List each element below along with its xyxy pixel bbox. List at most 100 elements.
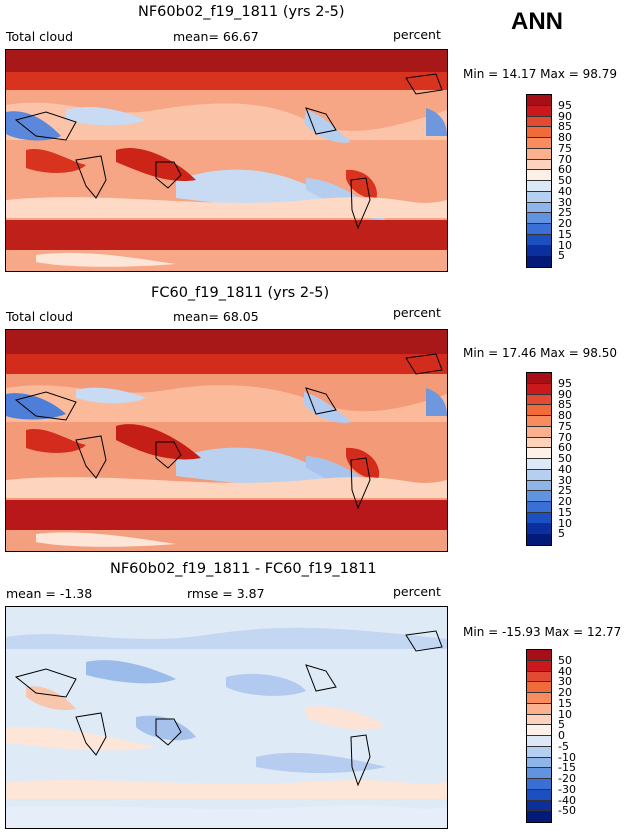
colorbar-tick-label: 20	[558, 495, 572, 508]
colorbar-tick-label: -10	[558, 750, 576, 764]
panel1-variable: Total cloud	[6, 29, 74, 44]
panel1-colorbar	[526, 94, 552, 268]
colorbar-tick-label: 40	[558, 664, 572, 678]
colorbar-swatch	[527, 416, 551, 427]
colorbar-swatch	[527, 138, 551, 149]
colorbar-tick-label: 90	[558, 387, 572, 401]
colorbar-tick-label: 30	[558, 473, 572, 487]
panel3-rmse: rmse = 3.87	[187, 586, 265, 601]
colorbar-swatch	[527, 757, 551, 769]
colorbar-tick-label: -15	[558, 761, 576, 775]
colorbar-swatch	[527, 213, 551, 224]
colorbar-tick-label: 30	[558, 675, 572, 689]
panel1-units: percent	[393, 27, 441, 42]
colorbar-tick-label: 5	[558, 249, 565, 263]
colorbar-tick-label: 70	[558, 152, 572, 166]
colorbar-tick-label: 50	[558, 452, 572, 465]
colorbar-swatch	[527, 394, 551, 406]
colorbar-swatch	[527, 181, 551, 192]
colorbar-swatch	[527, 800, 551, 812]
colorbar-swatch	[527, 746, 551, 758]
colorbar-swatch	[527, 660, 551, 672]
panel3-colorbar	[526, 649, 552, 823]
season-label: ANN	[511, 8, 563, 35]
colorbar-swatch	[527, 245, 551, 257]
colorbar-tick-label: 25	[558, 484, 572, 498]
colorbar-swatch	[527, 512, 551, 524]
colorbar-tick-label: -5	[558, 739, 569, 753]
panel3-mean: mean = -1.38	[6, 586, 93, 601]
colorbar-swatch	[527, 405, 551, 416]
panel2-colorbar	[526, 372, 552, 546]
colorbar-swatch	[527, 191, 551, 203]
colorbar-swatch	[527, 383, 551, 395]
colorbar-tick-label: 95	[558, 98, 572, 112]
colorbar-tick-label: -20	[558, 772, 576, 785]
colorbar-swatch	[527, 789, 551, 801]
colorbar-tick-label: -30	[558, 782, 576, 796]
colorbar-tick-label: 0	[558, 729, 565, 742]
colorbar-swatch	[527, 202, 551, 214]
colorbar-tick-label: 75	[558, 141, 572, 155]
colorbar-tick-label: 95	[558, 376, 572, 390]
panel3-units: percent	[393, 584, 441, 599]
colorbar-swatch	[527, 714, 551, 726]
colorbar-swatch	[527, 693, 551, 704]
colorbar-swatch	[527, 148, 551, 160]
colorbar-tick-label: 5	[558, 718, 565, 732]
colorbar-tick-label: 10	[558, 707, 572, 721]
colorbar-tick-label: 20	[558, 686, 572, 699]
colorbar-swatch	[527, 170, 551, 181]
colorbar-tick-label: 70	[558, 430, 572, 444]
colorbar-swatch	[527, 480, 551, 492]
colorbar-swatch	[527, 811, 551, 822]
panel2-min-max: Min = 17.46 Max = 98.50	[463, 346, 617, 360]
colorbar-swatch	[527, 703, 551, 715]
colorbar-swatch	[527, 116, 551, 128]
colorbar-swatch	[527, 127, 551, 138]
colorbar-tick-label: 40	[558, 184, 572, 198]
colorbar-swatch	[527, 502, 551, 513]
colorbar-tick-label: 40	[558, 462, 572, 476]
colorbar-tick-label: 10	[558, 238, 572, 252]
colorbar-tick-label: -50	[558, 804, 576, 818]
panel2-units: percent	[393, 305, 441, 320]
colorbar-tick-label: 15	[558, 696, 572, 710]
panel2-mean: mean= 68.05	[173, 309, 259, 324]
colorbar-swatch	[527, 491, 551, 502]
panel3-map	[5, 606, 448, 829]
colorbar-tick-label: 20	[558, 217, 572, 230]
colorbar-swatch	[527, 448, 551, 459]
colorbar-swatch	[527, 95, 551, 106]
colorbar-tick-label: 90	[558, 109, 572, 123]
colorbar-swatch	[527, 671, 551, 683]
colorbar-swatch	[527, 523, 551, 535]
colorbar-tick-label: 60	[558, 163, 572, 177]
panel3-title: NF60b02_f19_1811 - FC60_f19_1811	[110, 561, 377, 577]
colorbar-swatch	[527, 534, 551, 545]
panel3-min-max: Min = -15.93 Max = 12.77	[463, 625, 622, 639]
colorbar-swatch	[527, 725, 551, 736]
colorbar-tick-label: 85	[558, 120, 572, 134]
colorbar-tick-label: 5	[558, 527, 565, 541]
colorbar-tick-label: 80	[558, 409, 572, 422]
panel1-map	[5, 49, 448, 272]
colorbar-swatch	[527, 159, 551, 171]
panel2-map	[5, 329, 448, 552]
colorbar-swatch	[527, 768, 551, 779]
colorbar-tick-label: 30	[558, 195, 572, 209]
colorbar-swatch	[527, 373, 551, 384]
colorbar-tick-label: 25	[558, 206, 572, 220]
colorbar-swatch	[527, 682, 551, 693]
colorbar-tick-label: 15	[558, 505, 572, 519]
colorbar-tick-label: -40	[558, 793, 576, 807]
colorbar-tick-label: 60	[558, 441, 572, 455]
panel1-title: NF60b02_f19_1811 (yrs 2-5)	[138, 4, 345, 20]
colorbar-tick-label: 80	[558, 131, 572, 144]
colorbar-tick-label: 50	[558, 174, 572, 187]
colorbar-swatch	[527, 426, 551, 438]
colorbar-swatch	[527, 736, 551, 747]
panel1-mean: mean= 66.67	[173, 29, 259, 44]
colorbar-tick-label: 85	[558, 398, 572, 412]
colorbar-swatch	[527, 256, 551, 267]
